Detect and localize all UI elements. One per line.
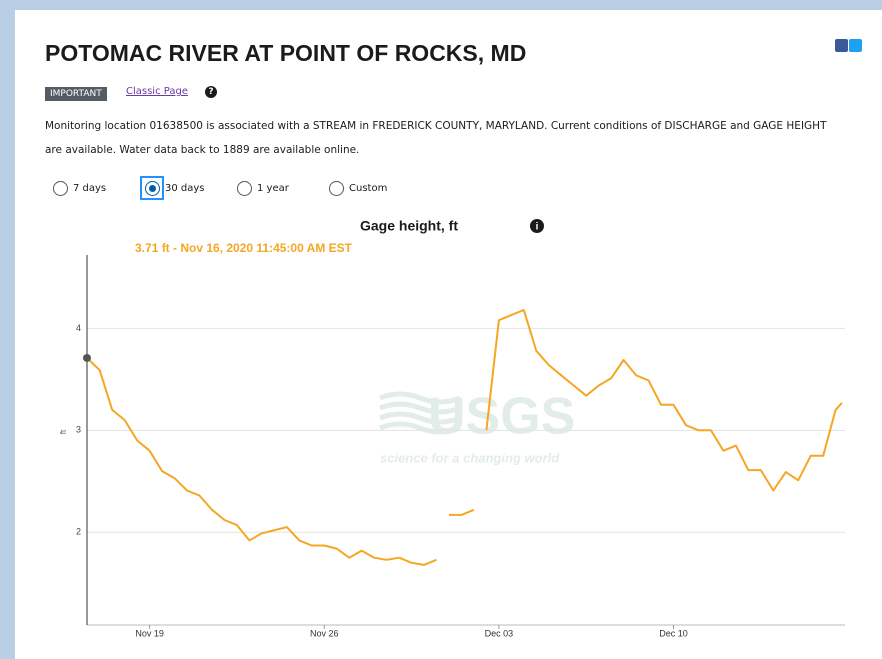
radio-label: 1 year: [257, 183, 289, 194]
radio-button[interactable]: [329, 181, 344, 196]
page-title: POTOMAC RIVER AT POINT OF ROCKS, MD: [45, 40, 527, 66]
info-icon[interactable]: [530, 219, 544, 233]
radio-label: 30 days: [165, 183, 205, 194]
radio-button[interactable]: [237, 181, 252, 196]
panel: [15, 10, 882, 659]
radio-label: Custom: [349, 183, 388, 194]
social-links: [835, 37, 863, 56]
description: Monitoring location 01638500 is associat…: [45, 120, 827, 156]
y-axis-label: ft: [59, 429, 68, 434]
y-tick-label: 4: [76, 323, 81, 333]
radio-button[interactable]: [145, 181, 160, 196]
radio-label: 7 days: [73, 183, 107, 194]
x-tick-label: Nov 19: [135, 628, 164, 638]
radio-button[interactable]: [53, 181, 68, 196]
watermark: USGS: [428, 388, 575, 446]
cursor-point: [83, 353, 91, 362]
y-tick-label: 2: [76, 527, 81, 537]
x-tick-label: Dec 10: [659, 628, 688, 638]
focus-ring: [140, 176, 164, 200]
tooltip: 3.71 ft - Nov 16, 2020 11:45:00 AM EST: [135, 241, 353, 255]
y-tick-label: 3: [76, 425, 81, 435]
badge: IMPORTANT: [45, 87, 107, 101]
info-glyph: i: [536, 222, 539, 233]
classic-link[interactable]: Classic Page: [126, 86, 188, 97]
data-line: [86, 309, 843, 566]
help-icon[interactable]: ?: [205, 86, 217, 98]
x-tick-label: Nov 26: [310, 628, 339, 638]
watermark-subtitle: science for a changing world: [380, 450, 560, 465]
facebook-icon[interactable]: [835, 39, 848, 52]
twitter-icon[interactable]: [849, 39, 862, 52]
chart-title: Gage height, ft: [360, 218, 458, 234]
x-tick-label: Dec 03: [485, 628, 514, 638]
watermark-logo: [379, 391, 461, 435]
